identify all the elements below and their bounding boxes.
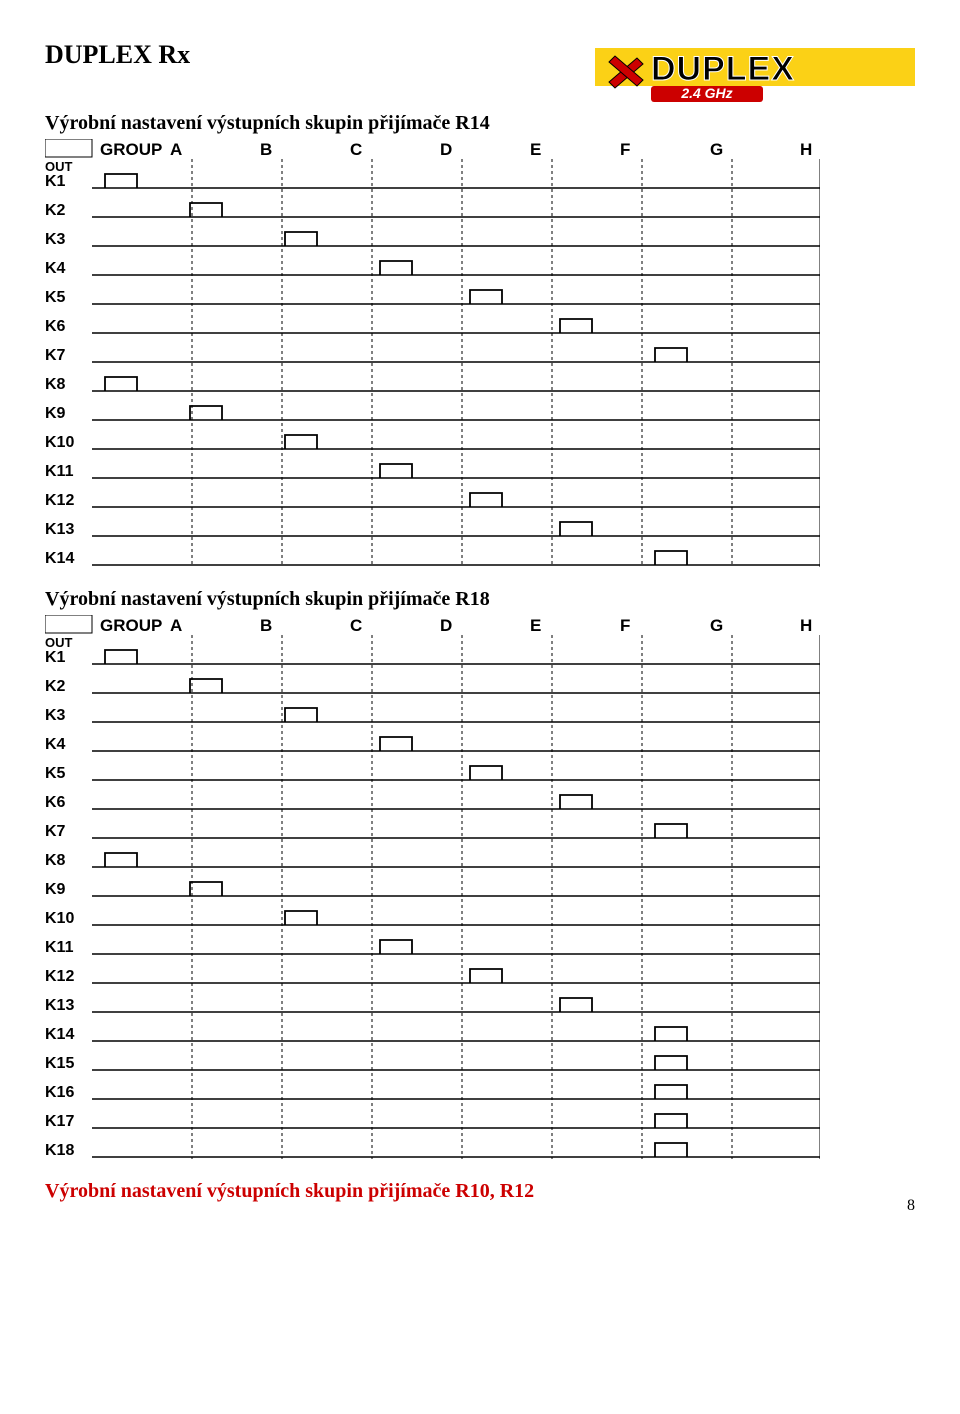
caption-r10-r12: Výrobní nastavení výstupních skupin přij… [45,1180,915,1203]
svg-text:A: A [170,140,182,159]
svg-text:K3: K3 [45,231,66,248]
svg-text:OUT: OUT [45,159,73,174]
svg-text:K14: K14 [45,550,74,567]
svg-text:K5: K5 [45,289,66,306]
svg-text:K14: K14 [45,1026,74,1043]
svg-text:K7: K7 [45,347,66,364]
svg-text:K4: K4 [45,736,66,753]
timing-chart-r14: GROUP A B C D E F G H OUTK1 K2 K3 K4 K5 K6 K7 K8 K9 K10 K11… [45,139,915,576]
caption-r18: Výrobní nastavení výstupních skupin přij… [45,588,915,611]
svg-text:OUT: OUT [45,635,73,650]
svg-text:K6: K6 [45,794,66,811]
svg-text:K13: K13 [45,997,74,1014]
svg-text:K9: K9 [45,881,66,898]
svg-text:K5: K5 [45,765,66,782]
svg-text:K1: K1 [45,173,66,190]
svg-text:K8: K8 [45,852,66,869]
timing-chart-r18: GROUP A B C D E F G H OUTK1 K2 K3 K4 K5 K6 K7 K8 K9 K10 K11… [45,615,915,1168]
svg-text:E: E [530,616,541,635]
svg-text:G: G [710,140,723,159]
svg-text:H: H [800,616,812,635]
caption-r14: Výrobní nastavení výstupních skupin přij… [45,112,915,135]
svg-text:G: G [710,616,723,635]
svg-text:D: D [440,140,452,159]
svg-text:H: H [800,140,812,159]
page-title: DUPLEX Rx [45,40,190,70]
svg-text:2.4 GHz: 2.4 GHz [680,85,732,101]
svg-text:K11: K11 [45,463,74,480]
svg-text:K10: K10 [45,434,74,451]
duplex-logo: DUPLEX 2.4 GHz [595,40,915,104]
svg-text:C: C [350,140,362,159]
svg-text:K4: K4 [45,260,66,277]
svg-text:K13: K13 [45,521,74,538]
svg-text:DUPLEX: DUPLEX [651,50,795,88]
svg-text:K11: K11 [45,939,74,956]
svg-text:D: D [440,616,452,635]
svg-text:B: B [260,140,272,159]
svg-text:B: B [260,616,272,635]
svg-text:F: F [620,140,630,159]
svg-text:K3: K3 [45,707,66,724]
svg-text:K17: K17 [45,1113,74,1130]
svg-text:GROUP: GROUP [100,616,162,635]
svg-text:GROUP: GROUP [100,140,162,159]
svg-text:K15: K15 [45,1055,74,1072]
svg-text:K16: K16 [45,1084,74,1101]
svg-text:C: C [350,616,362,635]
svg-text:K9: K9 [45,405,66,422]
svg-text:E: E [530,140,541,159]
svg-text:K12: K12 [45,492,74,509]
page-number: 8 [907,1197,915,1215]
svg-text:K12: K12 [45,968,74,985]
header-row: DUPLEX Rx DUPLEX 2.4 GHz [45,40,915,104]
svg-text:K8: K8 [45,376,66,393]
svg-text:K7: K7 [45,823,66,840]
svg-text:F: F [620,616,630,635]
svg-text:K2: K2 [45,202,66,219]
svg-text:K2: K2 [45,678,66,695]
svg-text:K18: K18 [45,1142,74,1159]
svg-text:A: A [170,616,182,635]
svg-text:K10: K10 [45,910,74,927]
svg-text:K6: K6 [45,318,66,335]
svg-text:K1: K1 [45,649,66,666]
